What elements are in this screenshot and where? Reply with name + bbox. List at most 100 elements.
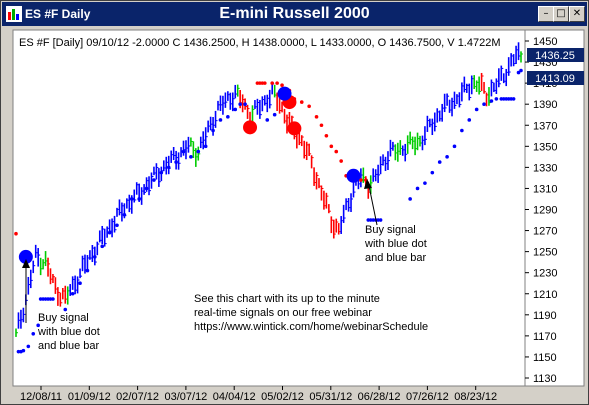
y-tick-label: 1130 (533, 373, 557, 385)
close-button[interactable]: ✕ (569, 6, 585, 22)
support-dot (272, 112, 277, 117)
y-tick-label: 1390 (533, 99, 557, 111)
support-dot (460, 128, 464, 133)
last-price-tag (527, 48, 584, 62)
chart-title: E-mini Russell 2000 (219, 5, 370, 22)
resistance-dot (324, 133, 329, 138)
note2-line3: and blue bar (365, 252, 426, 264)
support-dot (26, 344, 31, 349)
x-tick-label: 01/09/12 (68, 391, 111, 403)
support-dot (129, 197, 134, 201)
resistance-dot (329, 144, 334, 149)
y-tick-label: 1230 (533, 268, 557, 280)
note2-arrow (368, 185, 378, 226)
support-dot (203, 144, 208, 149)
support-dot (36, 323, 40, 328)
support-dot (31, 331, 36, 336)
support-dot (16, 349, 21, 354)
support-dot (51, 297, 55, 301)
y-tick-label: 1330 (533, 162, 557, 174)
y-tick-label: 1370 (533, 120, 557, 132)
support-dot (70, 291, 75, 296)
x-tick-label: 03/07/12 (164, 391, 207, 403)
restore-button[interactable]: □ (553, 6, 569, 22)
support-dot (196, 149, 201, 154)
close-icon: ✕ (572, 8, 582, 19)
restore-icon: □ (556, 8, 566, 19)
support-dot (452, 144, 457, 149)
y-tick-label: 1290 (533, 205, 557, 217)
y-tick-label: 1310 (533, 183, 557, 195)
y-tick-label: 1210 (533, 289, 557, 301)
support-dot (166, 165, 171, 170)
note2-line1: Buy signal (365, 224, 416, 236)
resistance-dot (255, 81, 260, 85)
support-dot (494, 97, 499, 101)
support-dot (144, 186, 149, 191)
support-dot (93, 255, 97, 259)
note1-line1: Buy signal (38, 312, 89, 324)
buy-signal-dot (18, 249, 33, 264)
resistance-dot (270, 81, 274, 85)
y-tick-label: 1170 (533, 331, 557, 343)
support-dot (189, 155, 193, 159)
support-dot (467, 118, 472, 122)
plot-area (12, 29, 526, 387)
resistance-dot (314, 115, 319, 119)
support-dot (423, 181, 427, 185)
y-tick-label: 1190 (533, 310, 557, 322)
promo-line2: real-time signals on our free webinar (194, 307, 372, 319)
note2-line2: with blue dot (364, 238, 427, 250)
x-tick-label: 07/26/12 (406, 391, 449, 403)
promo-line3: https://www.wintick.com/home/webinarSche… (194, 321, 428, 333)
window-symbol-label: ES #F Daily (25, 7, 91, 21)
support-dot (181, 149, 186, 154)
note1-line3: and blue bar (38, 340, 99, 352)
support-dot (85, 268, 90, 273)
support-dot (509, 97, 513, 101)
support-dot (211, 128, 215, 133)
support-dot (243, 102, 247, 106)
support-dot (226, 115, 230, 119)
buy-signal-dot (346, 168, 361, 183)
support-dots (16, 68, 523, 354)
resistance-dot (359, 178, 363, 182)
resistance-dot (263, 81, 267, 85)
support-dot (482, 102, 486, 106)
x-tick-label: 12/08/11 (20, 391, 62, 403)
support-dot (489, 99, 494, 103)
x-axis-ticks: 12/08/11 01/09/12 02/07/12 03/07/12 04/04/12… (20, 386, 497, 403)
support-dot (415, 186, 420, 191)
resistance-dot (280, 83, 284, 88)
support-dot (366, 218, 371, 222)
x-tick-label: 02/07/12 (116, 391, 159, 403)
support-dot (516, 70, 521, 75)
x-tick-label: 05/31/12 (309, 391, 352, 403)
resistance-dot (339, 159, 343, 163)
support-dot (159, 170, 164, 175)
last-price-label: 1436.25 (535, 50, 575, 62)
title-bar: ES #F Daily E-mini Russell 2000 – □ ✕ (2, 2, 587, 26)
resistance-dot (307, 104, 311, 109)
support-dot (499, 97, 504, 101)
buy-signal-dot (277, 86, 292, 101)
support-dot (437, 160, 442, 164)
y-tick-label: 1150 (533, 352, 557, 364)
resistance-dot (275, 81, 279, 85)
resistance-dot (260, 81, 265, 85)
support-dot (238, 102, 242, 106)
resistance-dot (14, 231, 18, 236)
y-tick-label: 1250 (533, 247, 557, 259)
chart-app-icon (6, 6, 22, 22)
support-dot (41, 297, 45, 301)
level-price-label: 1413.09 (535, 73, 575, 85)
support-dot (100, 244, 105, 249)
y-tick-label: 1350 (533, 141, 557, 153)
support-dot (46, 297, 50, 301)
support-dot (38, 297, 43, 301)
support-dot (174, 160, 178, 164)
x-tick-label: 06/28/12 (358, 391, 401, 403)
signal-markers (18, 86, 361, 264)
